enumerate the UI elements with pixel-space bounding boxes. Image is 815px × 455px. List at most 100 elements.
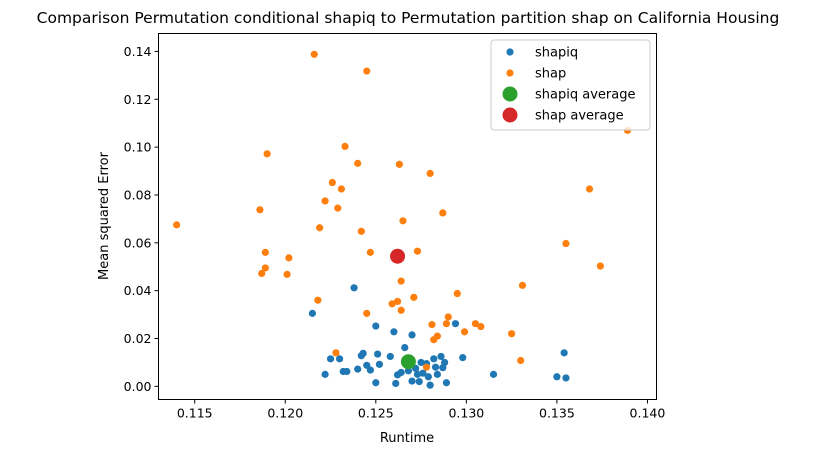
shapiq-point-28 — [419, 369, 427, 377]
y-tick-label: 0.04 — [124, 283, 152, 298]
shap-point-3 — [261, 248, 269, 256]
shap-point-24 — [395, 160, 403, 168]
shapiq-point-2 — [326, 355, 335, 363]
shapiq-point-37 — [441, 358, 449, 367]
shap-point-5 — [263, 150, 271, 158]
shap-point-40 — [471, 320, 480, 328]
shapiq-point-13 — [372, 379, 380, 387]
shap-point-8 — [310, 50, 318, 58]
shapiq-point-43 — [560, 349, 568, 357]
shap-point-39 — [460, 328, 469, 336]
shap-point-41 — [477, 322, 485, 331]
shap-point-38 — [453, 289, 461, 298]
shapiq-point-9 — [359, 349, 367, 357]
shapiq-point-5 — [343, 367, 351, 376]
shap-point-14 — [334, 204, 342, 212]
shapiq-point-24 — [408, 377, 416, 385]
chart-title: Comparison Permutation conditional shapi… — [37, 9, 780, 27]
legend-marker-shapiq — [506, 48, 514, 56]
legend-label-shapiq-average: shapiq average — [535, 88, 635, 103]
y-tick-label: 0.02 — [124, 331, 152, 346]
x-axis-ticks: 0.115 0.120 0.125 0.130 0.135 0.140 — [177, 399, 666, 421]
y-tick-label: 0.06 — [124, 235, 152, 250]
shap-point-34 — [433, 332, 441, 340]
shapiq-point-32 — [430, 355, 438, 363]
y-axis-title: Mean squared Error — [97, 151, 112, 280]
shapiq-point-11 — [366, 366, 374, 374]
y-tick-label: 0.00 — [124, 379, 152, 394]
shap-point-26 — [397, 277, 405, 285]
shap-point-30 — [422, 363, 431, 371]
shap-point-25 — [397, 306, 405, 314]
y-tick-label: 0.12 — [124, 92, 152, 107]
shap-point-19 — [363, 67, 371, 75]
shapiq-point-42 — [553, 373, 561, 381]
shap-point-17 — [354, 159, 362, 167]
shapiq-point-39 — [451, 320, 460, 328]
y-tick-label: 0.08 — [124, 187, 152, 202]
shap-point-7 — [285, 254, 293, 262]
y-tick-label: 0.10 — [124, 140, 152, 155]
legend-label-shap-average: shap average — [535, 109, 624, 124]
shap-average-point-0 — [390, 248, 406, 264]
shap-point-47 — [596, 262, 604, 270]
y-tick-label: 0.14 — [124, 44, 152, 59]
plot-frame — [158, 33, 657, 400]
shapiq-point-40 — [459, 354, 467, 362]
shapiq-point-12 — [372, 322, 380, 330]
shap-point-10 — [316, 224, 324, 232]
points-layer — [173, 50, 632, 389]
shap-point-45 — [562, 239, 570, 248]
shapiq-point-15 — [375, 360, 384, 368]
x-tick-label: 0.120 — [267, 406, 303, 421]
x-axis-title: Runtime — [380, 431, 434, 446]
shapiq-point-27 — [417, 358, 425, 367]
shap-point-12 — [328, 178, 336, 187]
shapiq-point-30 — [424, 373, 432, 381]
shap-point-23 — [393, 297, 402, 306]
legend-marker-shapiq-average — [502, 86, 518, 102]
legend-marker-shap — [506, 69, 514, 77]
shap-point-1 — [256, 206, 264, 214]
shapiq-point-17 — [390, 328, 398, 336]
legend-label-shap: shap — [535, 67, 566, 82]
shap-point-46 — [585, 185, 594, 193]
shapiq-point-20 — [397, 368, 405, 377]
x-tick-label: 0.130 — [448, 406, 484, 421]
shapiq-point-14 — [374, 350, 382, 358]
shapiq-point-38 — [442, 379, 451, 387]
shapiq-point-21 — [401, 343, 409, 352]
shap-point-35 — [439, 209, 447, 217]
shapiq-point-41 — [489, 370, 498, 378]
shap-point-6 — [283, 270, 291, 278]
shapiq-point-31 — [426, 381, 434, 389]
shap-point-31 — [426, 169, 434, 178]
shapiq-point-33 — [431, 363, 440, 371]
legend-frame — [490, 39, 651, 131]
shap-point-0 — [173, 221, 181, 229]
shap-point-32 — [428, 321, 436, 329]
legend: shapiq shap shapiq average shap average — [490, 39, 651, 131]
x-tick-label: 0.140 — [630, 406, 666, 421]
shap-point-15 — [337, 185, 345, 193]
shap-point-18 — [357, 227, 365, 235]
shap-point-29 — [413, 247, 422, 255]
shapiq-point-7 — [354, 365, 362, 373]
x-tick-label: 0.135 — [539, 406, 575, 421]
x-tick-label: 0.115 — [177, 406, 213, 421]
shapiq-point-22 — [404, 367, 413, 375]
shap-point-21 — [366, 248, 374, 256]
shapiq-point-6 — [350, 284, 358, 292]
shap-point-13 — [332, 349, 340, 357]
legend-label-shapiq: shapiq — [535, 46, 578, 61]
shap-point-27 — [399, 217, 407, 225]
x-tick-label: 0.125 — [358, 406, 394, 421]
shapiq-point-35 — [437, 352, 445, 361]
shapiq-point-0 — [308, 309, 317, 317]
shap-point-44 — [518, 281, 527, 289]
shapiq-point-26 — [413, 370, 422, 378]
shap-point-11 — [321, 197, 329, 205]
shap-point-43 — [517, 356, 525, 365]
shap-point-20 — [363, 309, 371, 317]
